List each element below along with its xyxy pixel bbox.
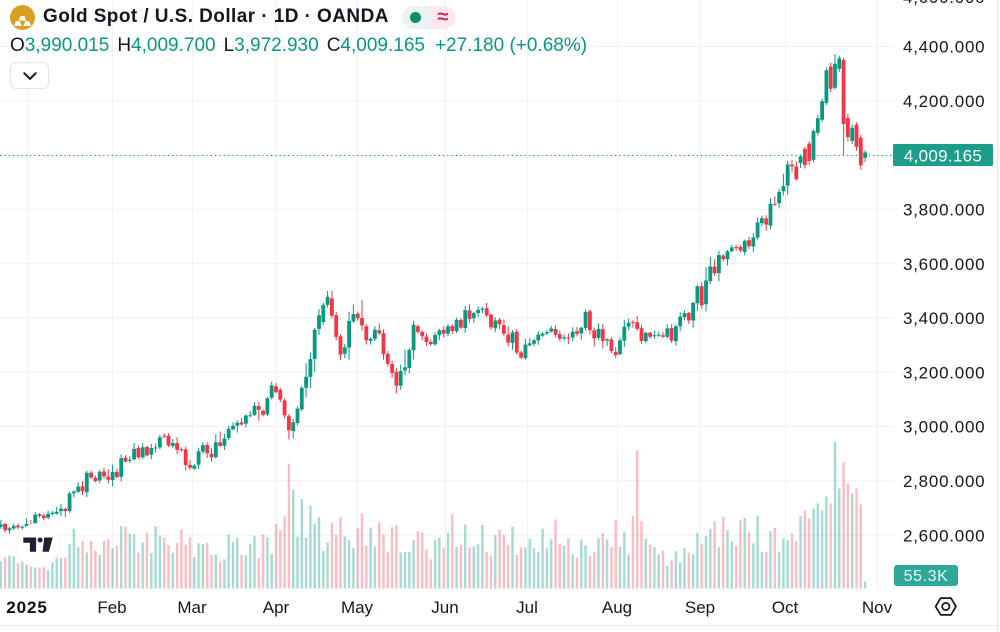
svg-text:Aug: Aug — [602, 598, 632, 617]
svg-text:4,600.000: 4,600.000 — [903, 0, 985, 7]
svg-text:4,009.165: 4,009.165 — [904, 147, 982, 166]
svg-text:2,800.000: 2,800.000 — [903, 472, 985, 491]
svg-text:2025: 2025 — [6, 598, 47, 617]
svg-text:Oct: Oct — [772, 598, 799, 617]
svg-text:3,000.000: 3,000.000 — [903, 418, 985, 437]
svg-text:3,200.000: 3,200.000 — [903, 363, 985, 382]
svg-text:Apr: Apr — [263, 598, 290, 617]
svg-text:May: May — [341, 598, 374, 617]
svg-text:3,400.000: 3,400.000 — [903, 309, 985, 328]
svg-text:Jun: Jun — [431, 598, 458, 617]
svg-text:4,200.000: 4,200.000 — [903, 92, 985, 111]
svg-text:2,600.000: 2,600.000 — [903, 526, 985, 545]
svg-text:3,800.000: 3,800.000 — [903, 201, 985, 220]
svg-text:55.3K: 55.3K — [904, 568, 949, 585]
svg-text:Mar: Mar — [177, 598, 207, 617]
svg-text:Nov: Nov — [862, 598, 893, 617]
svg-text:4,400.000: 4,400.000 — [903, 38, 985, 57]
svg-text:Sep: Sep — [685, 598, 715, 617]
svg-text:3,600.000: 3,600.000 — [903, 255, 985, 274]
svg-text:Feb: Feb — [97, 598, 126, 617]
svg-text:Jul: Jul — [516, 598, 538, 617]
